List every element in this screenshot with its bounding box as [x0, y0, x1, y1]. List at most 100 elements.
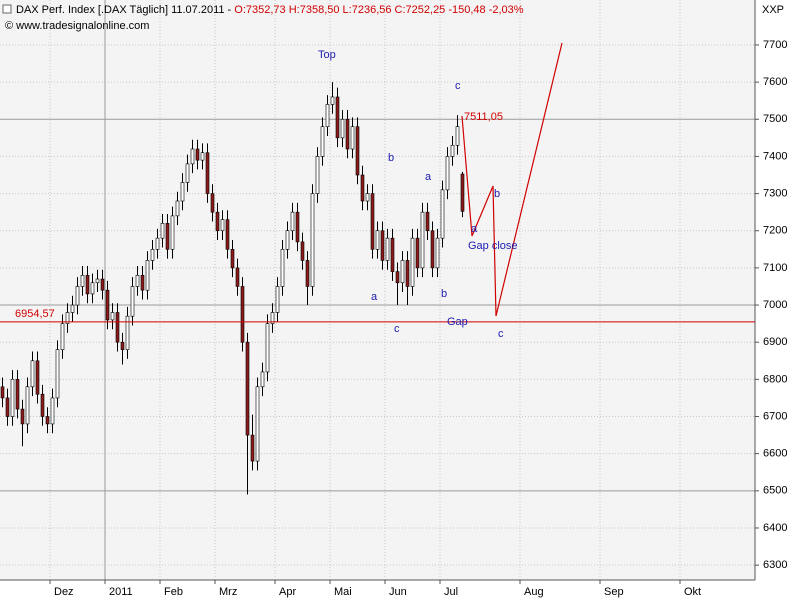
candle-body [180, 182, 185, 202]
candle-body [30, 360, 35, 388]
y-tick-label: 6800 [763, 373, 787, 385]
candle-body [420, 211, 425, 269]
candle-body [425, 211, 430, 232]
candle-body [295, 211, 300, 243]
candle-body [5, 397, 10, 417]
candle-body [165, 223, 170, 250]
candle-body [170, 215, 175, 250]
x-tick-label: Mai [334, 586, 352, 598]
candle-body [70, 304, 75, 313]
x-tick-label: 2011 [109, 586, 133, 598]
candle-body [0, 386, 5, 399]
candle-body [265, 323, 270, 373]
candle-body [430, 230, 435, 269]
candle-body [190, 148, 195, 165]
y-tick-label: 7100 [763, 262, 787, 274]
annotation: b [388, 152, 394, 164]
chart-title: DAX Perf. Index [.DAX Täglich] 11.07.201… [16, 4, 524, 16]
candle-body [370, 193, 375, 250]
candle-body [155, 237, 160, 250]
x-tick-label: Apr [279, 586, 296, 598]
candle-body [25, 386, 30, 425]
candle-body [15, 379, 20, 410]
candle-body [260, 371, 265, 388]
candle-body [55, 349, 60, 399]
candle-body [220, 219, 225, 232]
candle-body [115, 312, 120, 343]
forecast-path [461, 42, 563, 317]
candle-body [130, 286, 135, 317]
y-tick-label: 7600 [763, 76, 787, 88]
annotation: c [455, 80, 461, 92]
candle-body [80, 275, 85, 287]
candle-body [95, 278, 100, 284]
candle-body [75, 286, 80, 306]
candle-body [310, 193, 315, 287]
candle-body [460, 173, 465, 212]
level-label: 6954,57 [15, 308, 55, 320]
candle-body [350, 126, 355, 150]
x-tick-label: Okt [684, 586, 701, 598]
candle-body [345, 118, 350, 150]
candle-body [85, 275, 90, 295]
candle-body [440, 189, 445, 239]
candle-body [215, 211, 220, 232]
x-tick-label: Dez [54, 586, 74, 598]
candle-body [205, 152, 210, 194]
candle-body [175, 200, 180, 217]
annotation: c [394, 323, 400, 335]
annotation: b [441, 288, 447, 300]
candle-body [100, 278, 105, 291]
annotation: b [494, 188, 500, 200]
candle-body [210, 193, 215, 213]
annotation: c [498, 328, 504, 340]
candle-body [340, 118, 345, 139]
candle-body [65, 312, 70, 324]
candle-body [400, 260, 405, 284]
title-values: O:7352,73 H:7358,50 L:7236,56 C:7252,25 … [234, 4, 523, 16]
candle-body [40, 393, 45, 417]
y-tick-label: 6400 [763, 522, 787, 534]
candle-body [410, 237, 415, 287]
candle-body [305, 260, 310, 287]
candle-body [185, 163, 190, 183]
grid [0, 0, 755, 580]
annotation: a [371, 291, 378, 303]
candle-body [380, 230, 385, 261]
candle-body [275, 286, 280, 313]
plot-background [0, 0, 755, 580]
candle-body [325, 104, 330, 128]
y-tick-label: 7400 [763, 150, 787, 162]
candle-body [395, 271, 400, 284]
candle-body [255, 386, 260, 462]
candle-body [245, 341, 250, 436]
candle-body [45, 416, 50, 425]
candle-body [230, 249, 235, 269]
candle-body [150, 249, 155, 261]
candle-body [240, 286, 245, 343]
candle-body [60, 323, 65, 350]
candle-body [270, 312, 275, 324]
x-tick-label: Jun [389, 586, 407, 598]
candle-body [280, 249, 285, 287]
candle-body [20, 408, 25, 425]
candle-body [135, 275, 140, 287]
candle-body [90, 282, 95, 295]
y-tick-label: 6500 [763, 485, 787, 497]
candle-body [140, 275, 145, 291]
candle-body [105, 289, 110, 321]
candle-body [200, 152, 205, 161]
candle-body [10, 379, 15, 417]
title-name: DAX Perf. Index [.DAX Täglich] 11.07.201… [16, 4, 232, 16]
marks [0, 82, 465, 495]
annotation: Gap [447, 316, 468, 328]
candle-body [285, 230, 290, 250]
y-tick-label: 6300 [763, 559, 787, 571]
candle-body [235, 267, 240, 287]
candle-body [320, 126, 325, 157]
y-tick-label: 7700 [763, 39, 787, 51]
candle-body [435, 237, 440, 269]
y-tick-label: 6600 [763, 448, 787, 460]
candle-body [375, 230, 380, 250]
